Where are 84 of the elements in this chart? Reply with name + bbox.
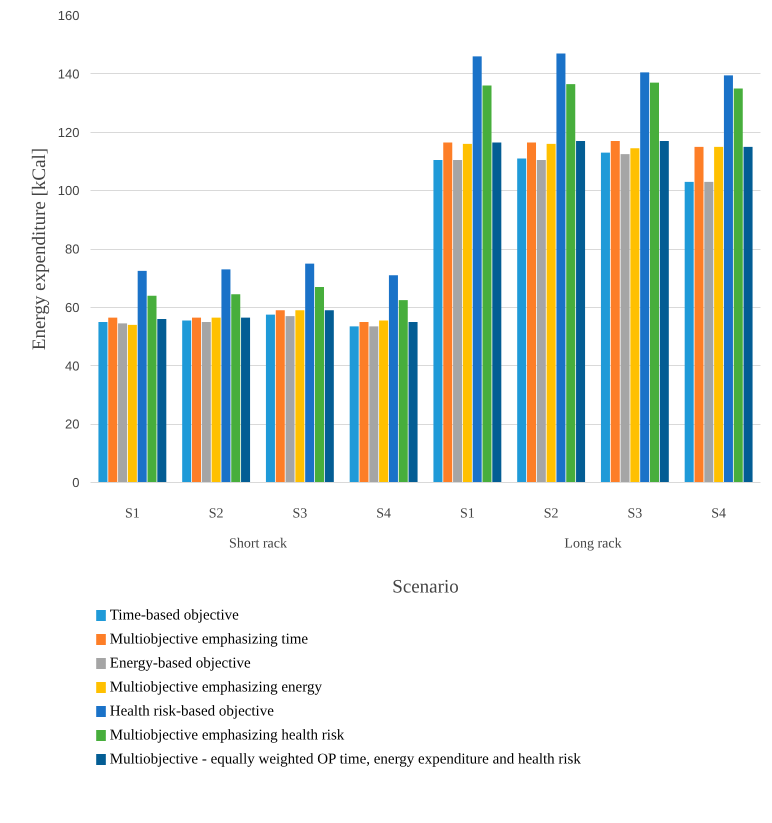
bar (295, 310, 304, 482)
bar (704, 182, 714, 482)
x-tick-label: S2 (544, 506, 559, 522)
bar (684, 182, 694, 482)
bar (379, 320, 388, 482)
legend-label: Health risk-based objective (110, 704, 274, 720)
bar (147, 296, 157, 482)
bar (546, 144, 556, 482)
bar (566, 84, 576, 482)
y-tick-label: 80 (65, 242, 80, 256)
bar (620, 154, 630, 482)
bar (128, 324, 137, 482)
bar (734, 88, 743, 482)
bar (305, 264, 314, 482)
y-tick-label: 160 (58, 8, 80, 23)
bar (157, 319, 166, 482)
y-axis-title: Energy expenditure [kCal] (28, 148, 50, 350)
x-tick-label: S4 (711, 506, 726, 522)
bar (286, 316, 295, 482)
x-axis-title: Scenario (392, 576, 459, 598)
y-tick-label: 0 (72, 475, 80, 490)
bar (212, 318, 221, 482)
bar (443, 142, 452, 482)
text: Long rack (564, 536, 622, 552)
y-tick-label: 100 (58, 183, 80, 198)
bar (266, 314, 275, 482)
y-tick-label: 60 (65, 300, 80, 315)
bar (536, 160, 546, 482)
bar (462, 144, 472, 482)
legend-label: Multiobjective - equally weighted OP time, energy expenditure and health risk (110, 752, 582, 768)
legend-label: Multiobjective emphasizing energy (110, 680, 322, 696)
bar (359, 322, 369, 482)
bar (660, 141, 669, 482)
bar (482, 86, 492, 482)
bar (744, 146, 753, 482)
bar (350, 326, 359, 482)
bar (600, 152, 610, 482)
bar (610, 141, 620, 482)
x-tick-label: S3 (627, 506, 642, 522)
bar (192, 318, 202, 482)
bar (630, 148, 640, 482)
legend-label: Energy-based objective (110, 656, 252, 672)
bar (369, 326, 378, 482)
bar (408, 322, 418, 482)
legend-label: Time-based objective (110, 608, 240, 624)
bar (433, 160, 442, 482)
x-tick-label: S1 (124, 506, 140, 522)
bar (241, 318, 250, 482)
bar (108, 318, 118, 482)
bar (526, 142, 536, 482)
bar (388, 275, 398, 482)
bar (138, 270, 147, 482)
legend-label: Multiobjective emphasizing time (110, 632, 308, 648)
y-tick-label: 40 (65, 358, 80, 374)
bar (650, 82, 660, 482)
y-tick-label: 120 (58, 124, 80, 140)
bar (694, 146, 704, 482)
bar (398, 300, 408, 482)
bar (182, 320, 192, 482)
y-tick-label: 20 (65, 416, 80, 432)
y-tick-label: 140 (58, 66, 80, 82)
bar (576, 141, 586, 482)
bar (714, 146, 724, 482)
bar (118, 323, 128, 482)
x-tick-label: S4 (376, 506, 392, 522)
bar (640, 72, 650, 482)
bar (324, 310, 334, 482)
bar (724, 75, 733, 482)
bar (231, 294, 240, 482)
legend-label: Multiobjective emphasizing health risk (110, 728, 345, 744)
bar (221, 269, 230, 482)
bar (517, 158, 526, 482)
x-tick-label: S3 (292, 506, 308, 522)
x-tick-label: S2 (208, 506, 224, 522)
bar (276, 310, 285, 482)
bar (453, 160, 462, 482)
bar (492, 142, 502, 482)
bar (98, 322, 108, 482)
bar (472, 56, 482, 482)
bar (556, 53, 566, 482)
bar (314, 286, 324, 482)
x-tick-label: S1 (460, 506, 475, 522)
bar (202, 322, 211, 482)
text: Short rack (229, 536, 287, 552)
